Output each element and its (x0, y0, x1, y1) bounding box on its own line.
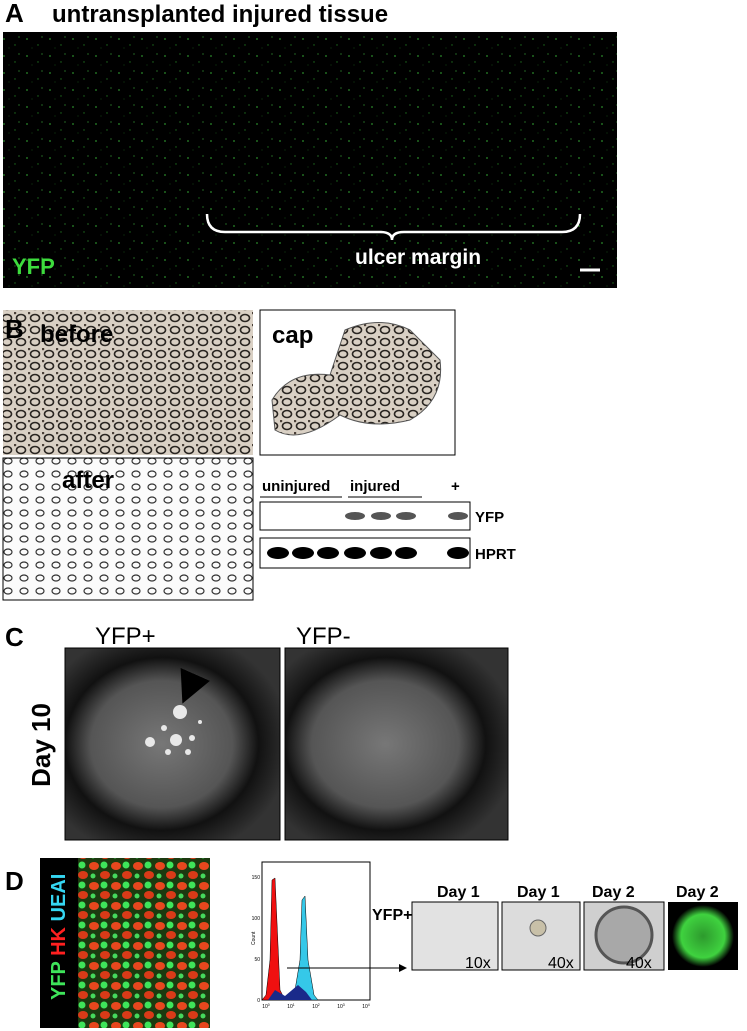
tick-base: 10 (337, 1004, 343, 1010)
gel-group: uninjured (262, 478, 330, 495)
band-label: YFP (475, 509, 504, 526)
histogram-frame (261, 861, 371, 1001)
image-label: cap (272, 322, 313, 349)
y-tick-label: 50 (254, 957, 260, 963)
x-tick-label: 102 (312, 1003, 320, 1010)
x-tick-label: 104 (362, 1003, 370, 1010)
band-label: HPRT (475, 546, 516, 563)
cell (529, 919, 547, 937)
tick-base: 10 (287, 1004, 293, 1010)
label-strip (40, 858, 78, 1028)
panel-label: D (5, 866, 24, 896)
stain: UEAI (48, 874, 70, 922)
tick-exp: 3 (343, 1003, 345, 1007)
tick-base: 10 (262, 1004, 268, 1010)
gel-bands (345, 512, 468, 520)
image-label: before (40, 321, 113, 348)
magnification: 40x (548, 955, 574, 972)
day-label: Day 1 (437, 884, 480, 901)
gate-label: YFP+ (372, 907, 412, 924)
condition-label: YFP- (296, 623, 351, 650)
gel-group: injured (350, 478, 400, 495)
panel-label: C (5, 622, 24, 652)
timepoint-label: Day 10 (26, 703, 56, 787)
micrograph (2, 457, 254, 601)
x-ticks: 100 101 102 103 104 (262, 1003, 370, 1010)
tick-exp: 4 (368, 1003, 370, 1007)
organoids (145, 705, 202, 755)
tick-base: 10 (312, 1004, 318, 1010)
image-label: after (62, 467, 114, 494)
stain: HK (48, 926, 70, 955)
magnification: 10x (465, 955, 491, 972)
micrograph (3, 32, 617, 288)
histogram-peak (287, 895, 319, 1001)
stain-labels: YFP HK UEAI (48, 874, 70, 1000)
x-tick-label: 100 (262, 1003, 270, 1010)
tick-exp: 0 (268, 1003, 270, 1007)
panel-label: A (5, 0, 24, 28)
channel-label: YFP (12, 254, 55, 279)
region-label: ulcer margin (355, 246, 481, 269)
cap-tissue (271, 322, 442, 436)
condition-label: YFP+ (95, 623, 156, 650)
arrow (180, 667, 210, 704)
well-image (284, 647, 509, 841)
stain: YFP (48, 961, 70, 1000)
tick-exp: 2 (318, 1003, 320, 1007)
histogram-peak (268, 985, 312, 1000)
axis-label: Count (251, 931, 257, 945)
x-tick-label: 103 (337, 1003, 345, 1010)
organoid (594, 905, 654, 965)
gel-bands (267, 547, 469, 559)
y-ticks: 150 100 50 0 (252, 875, 261, 1004)
panel-label: B (5, 314, 24, 344)
culture-image (411, 901, 499, 971)
tick-base: 10 (362, 1004, 368, 1010)
y-tick-label: 150 (252, 875, 261, 881)
micrograph (3, 310, 253, 455)
magnification: 40x (626, 955, 652, 972)
panel-title: untransplanted injured tissue (52, 1, 388, 28)
culture-image (501, 901, 581, 971)
y-tick-label: 0 (257, 998, 260, 1004)
organoid (672, 905, 734, 967)
bracket (205, 213, 582, 241)
tick-exp: 1 (293, 1003, 295, 1007)
gel-group: + (451, 478, 460, 495)
y-tick-label: 100 (252, 916, 261, 922)
day-label: Day 2 (592, 884, 635, 901)
day-label: Day 1 (517, 884, 560, 901)
day-label: Day 2 (676, 884, 719, 901)
x-tick-label: 101 (287, 1003, 295, 1010)
